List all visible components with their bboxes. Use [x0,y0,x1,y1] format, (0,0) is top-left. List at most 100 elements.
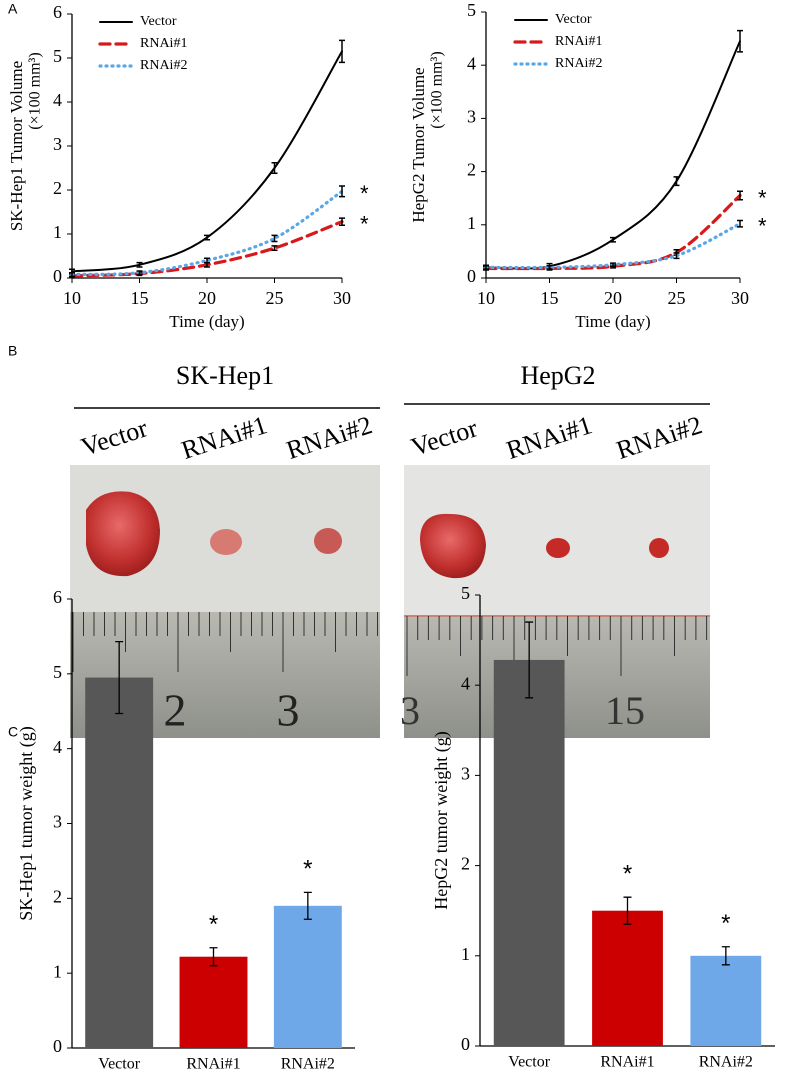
error-bar [737,29,743,53]
y-tick-label: 3 [467,107,476,127]
legend-label: RNAi#1 [140,36,187,51]
significance: * [721,910,730,937]
line [70,189,344,277]
y-tick-label: 0 [467,266,476,286]
legend-label: RNAi#1 [555,34,602,49]
error-bar [271,161,278,175]
y-tick-label: 4 [53,90,62,110]
y-tick-label: 1 [53,222,62,242]
x-axis-label: Time (day) [575,312,650,331]
y-tick-label: 1 [467,213,476,233]
y-tick-label: 3 [53,134,62,154]
legend-label: Vector [555,12,592,27]
bar [273,905,342,1048]
y-tick-label: 2 [53,886,62,906]
error-bar [610,262,616,268]
ruler-label: 15 [605,688,645,733]
x-tick-label: Vector [98,1056,140,1073]
y-tick-label: 4 [467,53,476,73]
y-tick-label: 5 [53,46,62,66]
column-label: RNAi#1 [178,410,271,465]
error-bar [546,265,553,270]
x-tick-label: RNAi#1 [600,1054,654,1071]
error-bar [525,621,534,699]
photo-title: HepG2 [520,361,595,390]
ruler-ticks [72,612,378,672]
significance: * [209,911,218,938]
x-tick-label: 15 [541,288,559,308]
x-tick-label: 15 [131,288,149,308]
y-tick-label: 1 [53,961,62,981]
y-tick-label: 4 [461,673,470,693]
x-axis-label: Time (day) [169,312,244,331]
y-tick-label: 5 [461,583,470,603]
y-axis-unit: (×100 mm³) [27,52,44,129]
y-tick-label: 2 [53,178,62,198]
y-axis-label: HepG2 tumor weight (g) [431,731,452,909]
error-bar [136,261,143,268]
line [484,222,742,270]
column-label: RNAi#1 [503,410,596,465]
error-bar [115,641,124,715]
x-tick-label: 10 [477,288,495,308]
panel-label: C [8,724,18,740]
column-labels: Vector RNAi#1 RNAi#2 Vector RNAi#1 RNAi#2 [77,410,705,465]
y-tick-label: 2 [467,160,476,180]
legend-label: Vector [140,14,177,29]
error-bar [737,219,743,228]
significance: * [623,861,632,888]
x-tick-label: 10 [63,288,81,308]
error-bar [737,190,743,201]
significance: * [303,856,312,883]
y-tick-label: 4 [53,737,62,757]
bar [85,677,154,1048]
x-tick-label: RNAi#2 [281,1056,335,1073]
error-bar [271,245,278,252]
y-axis-label: SK-Hep1 tumor weight (g) [16,726,37,920]
y-tick-label: 0 [53,1036,62,1056]
y-tick-label: 0 [461,1034,470,1054]
error-bar [136,270,143,276]
ruler-label: 3 [277,685,300,736]
x-tick-label: 20 [198,288,216,308]
y-axis-label: SK-Hep1 Tumor Volume [7,61,26,231]
significance: * [758,185,767,210]
bar [179,956,248,1048]
panel-label: B [8,343,17,359]
error-bar [623,896,632,925]
error-bar [69,271,75,277]
legend-label: RNAi#2 [140,58,187,73]
error-bar [204,257,210,264]
error-bar [673,176,680,187]
error-bar [610,236,616,243]
error-bar [721,946,730,966]
error-bar [339,39,345,64]
bar [690,955,762,1046]
y-tick-label: 2 [461,854,470,874]
significance: * [758,214,767,239]
line [71,50,343,273]
ruler-label: 2 [164,685,187,736]
ruler-ticks [406,616,708,676]
ruler-label: 3 [400,688,420,733]
column-label: Vector [77,413,151,462]
y-tick-label: 3 [53,812,62,832]
x-tick-label: 20 [604,288,622,308]
x-tick-label: 30 [333,288,351,308]
y-tick-label: 0 [53,266,62,286]
line [484,193,742,271]
y-axis-label: HepG2 Tumor Volume [409,67,428,222]
y-tick-label: 5 [467,0,476,20]
y-axis-unit: (×100 mm³) [429,51,446,128]
y-tick-label: 5 [53,662,62,682]
error-bar [303,891,312,920]
error-bar [483,265,489,270]
column-label: RNAi#2 [613,410,706,465]
panel-label: A [8,1,18,17]
significance: * [360,181,369,206]
error-bar [209,947,218,967]
error-bar [673,252,680,260]
legend-label: RNAi#2 [555,56,602,71]
x-tick-label: RNAi#1 [186,1056,240,1073]
